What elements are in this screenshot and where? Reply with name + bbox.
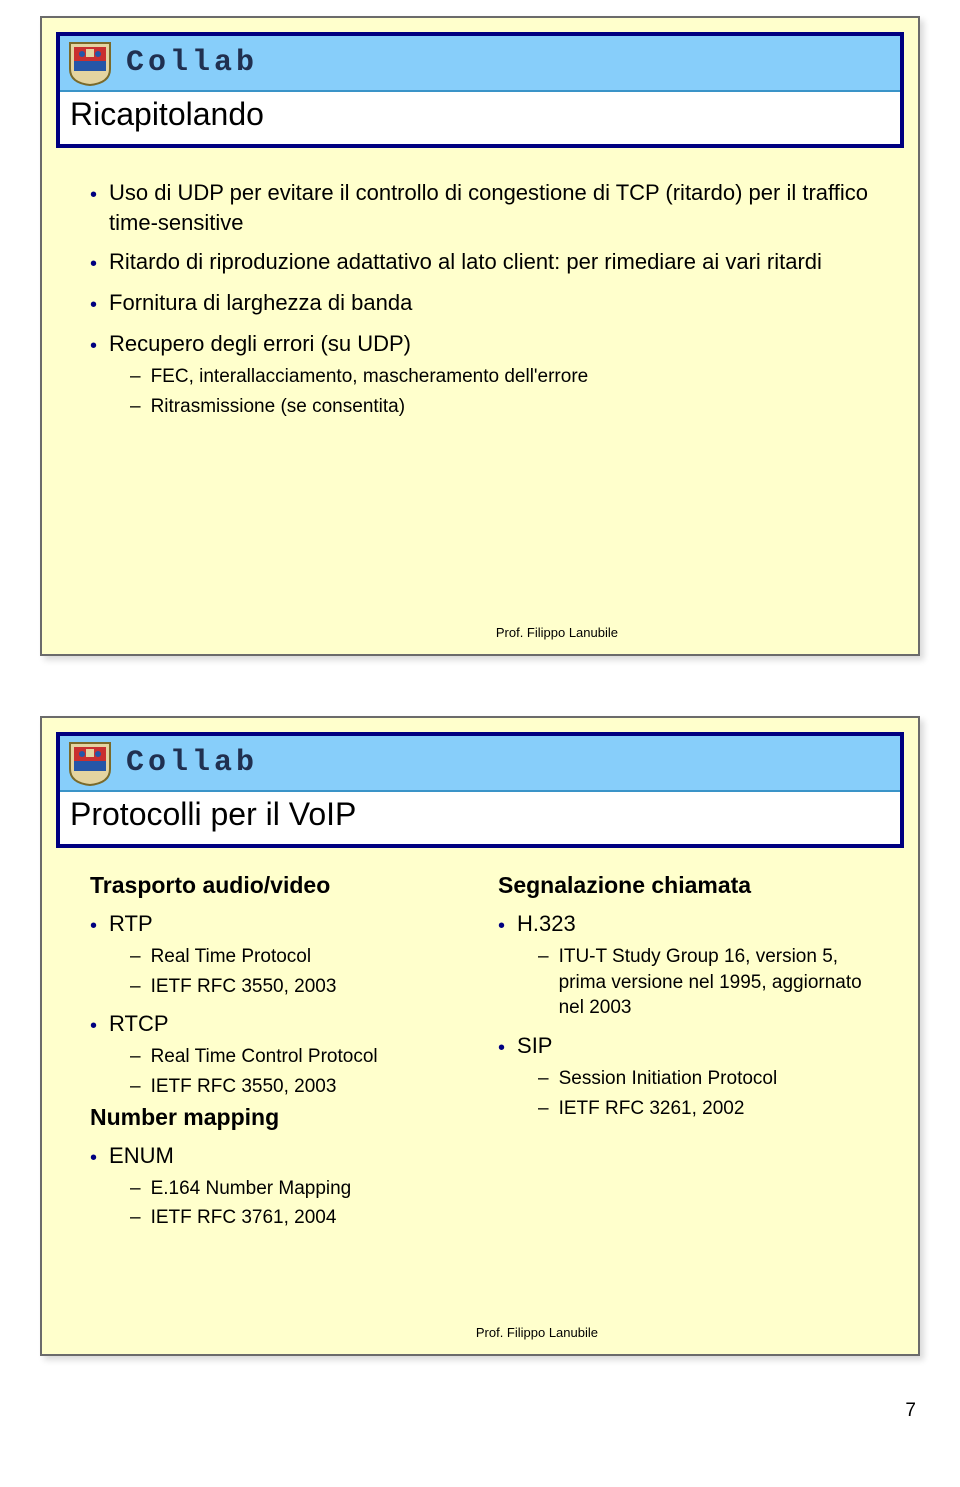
bullet-text: ENUM: [109, 1141, 174, 1171]
sub-bullet: –IETF RFC 3550, 2003: [130, 1074, 474, 1100]
sub-bullet-text: IETF RFC 3550, 2003: [151, 974, 337, 1000]
bullet-text: Uso di UDP per evitare il controllo di c…: [109, 178, 882, 237]
header-band: Collab: [60, 36, 900, 92]
bullet-text: SIP: [517, 1031, 552, 1061]
bullet-text: Recupero degli errori (su UDP): [109, 329, 411, 359]
slide-2: Collab Protocolli per il VoIP Trasporto …: [40, 716, 920, 1356]
sub-bullet: –Session Initiation Protocol: [538, 1066, 882, 1092]
sub-bullet-text: Real Time Protocol: [151, 944, 312, 970]
sub-bullet-text: ITU-T Study Group 16, version 5, prima v…: [559, 944, 882, 1021]
section-heading: Trasporto audio/video: [90, 872, 474, 899]
bullet: •RTCP: [90, 1009, 474, 1040]
bullet: •Recupero degli errori (su UDP): [90, 329, 882, 360]
section-heading: Number mapping: [90, 1104, 474, 1131]
slide-header: Collab Ricapitolando: [56, 32, 904, 148]
logo-crest-icon: [60, 737, 120, 789]
sub-bullet-text: Ritrasmissione (se consentita): [151, 394, 405, 420]
title-area: Ricapitolando: [60, 92, 900, 148]
bullet-text: RTCP: [109, 1009, 169, 1039]
bullet: •H.323: [498, 909, 882, 940]
sub-bullet: –ITU-T Study Group 16, version 5, prima …: [538, 944, 882, 1021]
bullet: •Ritardo di riproduzione adattativo al l…: [90, 247, 882, 278]
section-heading: Segnalazione chiamata: [498, 872, 882, 899]
sub-bullet: –IETF RFC 3761, 2004: [130, 1205, 474, 1231]
sub-bullet: –IETF RFC 3261, 2002: [538, 1096, 882, 1122]
sub-bullet: –Real Time Control Protocol: [130, 1044, 474, 1070]
bullet-text: Ritardo di riproduzione adattativo al la…: [109, 247, 822, 277]
sub-bullet-text: IETF RFC 3550, 2003: [151, 1074, 337, 1100]
bullet-text: H.323: [517, 909, 576, 939]
footer-credit: Prof. Filippo Lanubile: [496, 625, 618, 640]
bullet: •RTP: [90, 909, 474, 940]
sub-bullet: –IETF RFC 3550, 2003: [130, 974, 474, 1000]
sub-bullet-text: E.164 Number Mapping: [151, 1176, 352, 1202]
sub-bullet: –Real Time Protocol: [130, 944, 474, 970]
brand-text: Collab: [126, 746, 258, 780]
header-band: Collab: [60, 736, 900, 792]
slide-body: •Uso di UDP per evitare il controllo di …: [90, 168, 882, 630]
bullet-text: Fornitura di larghezza di banda: [109, 288, 412, 318]
sub-bullet-text: FEC, interallacciamento, mascheramento d…: [151, 364, 589, 390]
sub-bullet: –Ritrasmissione (se consentita): [130, 394, 882, 420]
sub-bullet-text: Session Initiation Protocol: [559, 1066, 778, 1092]
slide-title: Protocolli per il VoIP: [70, 796, 356, 833]
bullet: •Fornitura di larghezza di banda: [90, 288, 882, 319]
sub-bullet: –FEC, interallacciamento, mascheramento …: [130, 364, 882, 390]
left-column: Trasporto audio/video •RTP –Real Time Pr…: [90, 868, 474, 1330]
right-column: Segnalazione chiamata •H.323 –ITU-T Stud…: [498, 868, 882, 1330]
bullet-text: RTP: [109, 909, 153, 939]
sub-bullet-text: IETF RFC 3261, 2002: [559, 1096, 745, 1122]
logo-crest-icon: [60, 37, 120, 89]
slide-1: Collab Ricapitolando •Uso di UDP per evi…: [40, 16, 920, 656]
title-area: Protocolli per il VoIP: [60, 792, 900, 848]
slide-title: Ricapitolando: [70, 96, 264, 133]
sub-bullet: –E.164 Number Mapping: [130, 1176, 474, 1202]
sub-bullet-text: Real Time Control Protocol: [151, 1044, 378, 1070]
bullet: •SIP: [498, 1031, 882, 1062]
bullet: •ENUM: [90, 1141, 474, 1172]
page-number: 7: [905, 1400, 916, 1422]
brand-text: Collab: [126, 46, 258, 80]
bullet: •Uso di UDP per evitare il controllo di …: [90, 178, 882, 237]
slide-header: Collab Protocolli per il VoIP: [56, 732, 904, 848]
footer-credit: Prof. Filippo Lanubile: [476, 1325, 598, 1340]
slide-body: Trasporto audio/video •RTP –Real Time Pr…: [90, 868, 882, 1330]
sub-bullet-text: IETF RFC 3761, 2004: [151, 1205, 337, 1231]
